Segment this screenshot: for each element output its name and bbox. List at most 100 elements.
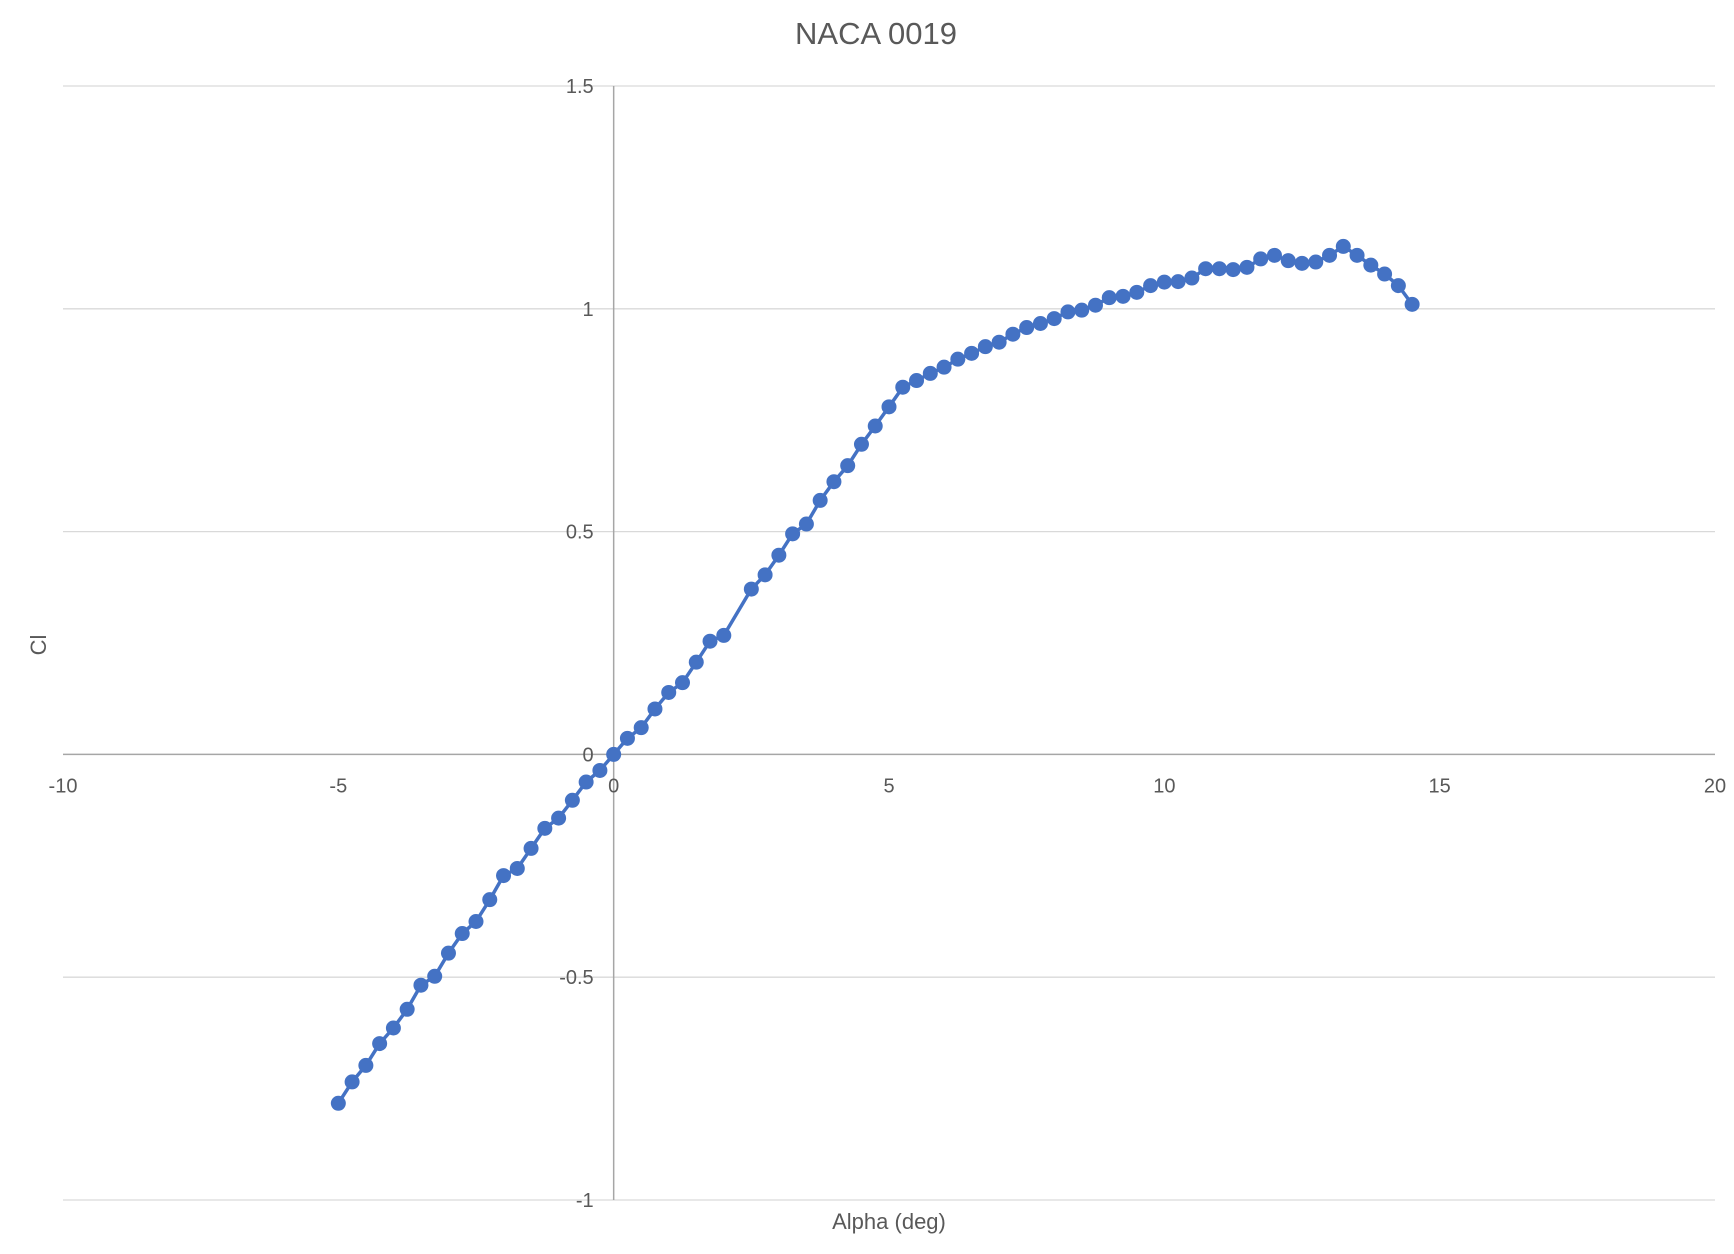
data-point	[1390, 278, 1406, 294]
data-point	[1308, 254, 1324, 270]
data-point	[1074, 302, 1090, 318]
data-point	[1404, 296, 1420, 312]
data-point	[964, 345, 980, 361]
data-point	[537, 820, 553, 836]
data-point	[812, 492, 828, 508]
data-point	[427, 968, 443, 984]
data-point	[372, 1036, 388, 1052]
data-point	[1019, 320, 1035, 336]
data-point	[1170, 274, 1186, 290]
data-point	[1156, 274, 1172, 290]
y-tick-labels: -1 -0.5 0 0.5 1 1.5	[559, 76, 593, 1212]
data-point	[1239, 259, 1255, 275]
data-point	[399, 1001, 415, 1017]
series-markers	[330, 238, 1420, 1111]
data-point	[853, 436, 869, 452]
data-point	[1377, 266, 1393, 282]
data-point	[977, 339, 993, 355]
axes	[63, 86, 1715, 1200]
data-point	[702, 633, 718, 649]
data-point	[496, 868, 512, 884]
data-point	[743, 581, 759, 597]
x-tick-label: 15	[1429, 775, 1451, 797]
y-tick-label: 0	[583, 744, 594, 766]
data-point	[950, 351, 966, 367]
data-point	[785, 526, 801, 542]
data-point	[1266, 247, 1282, 263]
data-point	[881, 399, 897, 415]
data-point	[771, 547, 787, 563]
data-point	[1198, 261, 1214, 277]
grid-lines	[63, 85, 1715, 1201]
data-point	[1129, 284, 1145, 300]
data-point	[922, 365, 938, 381]
data-point	[895, 379, 911, 395]
data-point	[330, 1095, 346, 1111]
data-point	[551, 810, 567, 826]
data-point	[1060, 304, 1076, 320]
data-point	[991, 334, 1007, 350]
data-point	[1101, 290, 1117, 306]
data-point	[1322, 247, 1338, 263]
data-point	[688, 654, 704, 670]
data-point	[867, 418, 883, 434]
data-point	[440, 945, 456, 961]
data-point	[936, 359, 952, 375]
y-tick-label: -1	[576, 1190, 594, 1212]
y-tick-label: 0.5	[566, 522, 594, 544]
x-axis-label: Alpha (deg)	[832, 1209, 946, 1234]
data-point	[661, 684, 677, 700]
data-point	[509, 860, 525, 876]
x-tick-label: -10	[49, 775, 78, 797]
data-point	[826, 474, 842, 490]
data-point	[564, 792, 580, 808]
data-point	[1335, 238, 1351, 254]
x-tick-label: 20	[1704, 775, 1726, 797]
data-point	[413, 977, 429, 993]
x-tick-label: 5	[883, 775, 894, 797]
data-point	[1225, 262, 1241, 278]
data-point	[1184, 270, 1200, 286]
data-point	[1294, 255, 1310, 271]
data-point	[454, 926, 470, 942]
data-point	[1046, 311, 1062, 327]
data-point	[344, 1074, 360, 1090]
data-point	[1143, 278, 1159, 294]
chart-title: NACA 0019	[795, 16, 957, 51]
data-point	[1363, 257, 1379, 273]
data-point	[1280, 253, 1296, 269]
data-point	[1349, 247, 1365, 263]
data-point	[606, 746, 622, 762]
data-point	[358, 1057, 374, 1073]
data-point	[578, 774, 594, 790]
data-point	[468, 914, 484, 929]
data-point	[523, 840, 539, 856]
data-point	[1005, 326, 1021, 342]
data-point	[1115, 288, 1131, 304]
data-point	[619, 730, 635, 746]
data-point	[675, 675, 690, 691]
data-point	[592, 762, 608, 778]
data-point	[798, 516, 814, 532]
y-axis-label: Cl	[26, 635, 51, 656]
data-point	[716, 627, 732, 643]
x-tick-label: -5	[329, 775, 347, 797]
data-point	[385, 1020, 401, 1036]
data-point	[633, 720, 649, 736]
data-point	[1032, 316, 1048, 332]
data-point	[647, 701, 663, 717]
series-line	[336, 244, 1414, 1105]
y-tick-label: 1.5	[566, 76, 594, 98]
data-point	[1088, 297, 1103, 313]
data-point	[757, 567, 773, 583]
data-point	[1211, 261, 1227, 277]
data-point	[840, 458, 856, 474]
data-point	[482, 892, 498, 908]
y-tick-label: -0.5	[559, 967, 593, 989]
x-tick-label: 0	[608, 775, 619, 797]
data-point	[1253, 251, 1269, 267]
x-tick-label: 10	[1153, 775, 1175, 797]
x-tick-labels: -10 -5 0 5 10 15 20	[49, 775, 1727, 797]
data-point	[909, 373, 925, 389]
